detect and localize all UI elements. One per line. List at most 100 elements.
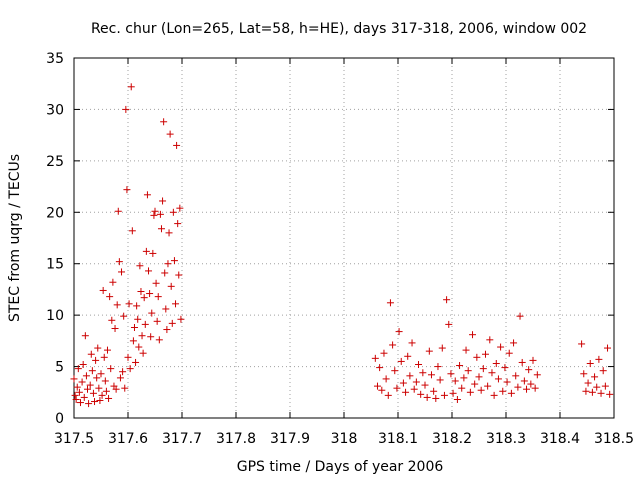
data-point bbox=[412, 378, 420, 386]
data-point bbox=[75, 388, 83, 396]
data-point bbox=[488, 369, 496, 377]
data-point bbox=[391, 367, 399, 375]
data-point bbox=[108, 316, 116, 324]
data-point bbox=[141, 320, 149, 328]
chart-title: Rec. chur (Lon=265, Lat=58, h=HE), days … bbox=[91, 21, 587, 37]
data-point bbox=[112, 385, 120, 393]
data-point bbox=[389, 341, 397, 349]
data-point bbox=[469, 331, 477, 339]
data-point bbox=[492, 359, 500, 367]
data-point bbox=[601, 382, 609, 390]
data-point bbox=[176, 204, 184, 212]
data-point bbox=[138, 332, 146, 340]
data-point bbox=[473, 353, 481, 361]
x-tick-label: 317.8 bbox=[216, 431, 256, 447]
y-tick-label: 10 bbox=[46, 308, 64, 324]
data-point bbox=[378, 386, 386, 394]
data-point bbox=[438, 344, 446, 352]
data-point bbox=[486, 336, 494, 344]
data-point bbox=[434, 363, 442, 371]
x-tick-label: 317.5 bbox=[54, 431, 94, 447]
data-point bbox=[402, 388, 410, 396]
data-point bbox=[166, 130, 174, 138]
y-tick-label: 20 bbox=[46, 205, 64, 221]
y-tick-label: 15 bbox=[46, 257, 64, 273]
data-point bbox=[103, 346, 111, 354]
y-tick-label: 0 bbox=[55, 411, 64, 427]
data-point bbox=[449, 389, 457, 397]
data-point bbox=[101, 377, 109, 385]
data-point bbox=[436, 376, 444, 384]
x-tick-label: 317.9 bbox=[270, 431, 310, 447]
data-point bbox=[94, 344, 102, 352]
data-point bbox=[384, 391, 392, 399]
data-point bbox=[142, 247, 150, 255]
data-point bbox=[137, 287, 145, 295]
data-point bbox=[143, 191, 151, 199]
data-point bbox=[460, 374, 468, 382]
data-point bbox=[499, 387, 507, 395]
data-point bbox=[582, 387, 590, 395]
data-point bbox=[484, 382, 492, 390]
data-point bbox=[167, 282, 175, 290]
data-point bbox=[445, 320, 453, 328]
data-point bbox=[395, 328, 403, 336]
data-point bbox=[516, 312, 524, 320]
data-point bbox=[599, 367, 607, 375]
y-tick-label: 5 bbox=[55, 360, 64, 376]
data-point bbox=[397, 357, 405, 365]
data-point bbox=[73, 383, 81, 391]
data-point bbox=[432, 394, 440, 402]
data-point bbox=[85, 400, 93, 408]
data-point bbox=[84, 385, 91, 393]
x-tick-label: 318.2 bbox=[432, 431, 472, 447]
data-point bbox=[399, 379, 407, 387]
data-point bbox=[86, 381, 94, 389]
data-point bbox=[81, 332, 89, 340]
data-point bbox=[155, 336, 163, 344]
data-point bbox=[148, 309, 156, 317]
x-tick-label: 317.7 bbox=[162, 431, 202, 447]
data-point bbox=[97, 370, 105, 378]
data-point bbox=[525, 366, 533, 374]
data-point bbox=[586, 359, 594, 367]
data-point bbox=[588, 388, 596, 396]
data-point bbox=[410, 385, 418, 393]
data-point bbox=[125, 300, 133, 308]
x-tick-label: 318 bbox=[331, 431, 358, 447]
data-point bbox=[71, 391, 79, 399]
data-point bbox=[606, 390, 614, 398]
data-point bbox=[417, 390, 425, 398]
data-point bbox=[578, 340, 586, 348]
data-point bbox=[501, 364, 509, 372]
data-point bbox=[531, 384, 539, 392]
data-point bbox=[507, 389, 515, 397]
data-point bbox=[162, 305, 170, 313]
data-point bbox=[527, 380, 535, 388]
data-point bbox=[154, 293, 162, 301]
data-point bbox=[124, 353, 132, 361]
x-tick-label: 318.5 bbox=[594, 431, 634, 447]
data-point bbox=[132, 358, 140, 366]
y-tick-label: 35 bbox=[46, 51, 64, 67]
data-point bbox=[165, 229, 173, 237]
data-point bbox=[130, 323, 138, 331]
data-point bbox=[80, 393, 88, 401]
data-point bbox=[152, 279, 160, 287]
y-tick-label: 30 bbox=[46, 102, 64, 118]
data-point bbox=[156, 210, 164, 218]
data-point bbox=[406, 372, 414, 380]
data-point bbox=[127, 83, 135, 91]
data-point bbox=[151, 207, 159, 215]
data-point bbox=[109, 278, 117, 286]
data-point bbox=[451, 377, 459, 385]
data-point bbox=[93, 374, 101, 382]
data-point bbox=[139, 349, 147, 357]
data-point bbox=[72, 395, 80, 403]
data-point bbox=[518, 358, 526, 366]
data-point bbox=[477, 386, 485, 394]
data-point bbox=[82, 372, 90, 380]
data-point bbox=[497, 343, 505, 351]
data-point bbox=[145, 267, 153, 275]
data-point bbox=[529, 356, 537, 364]
